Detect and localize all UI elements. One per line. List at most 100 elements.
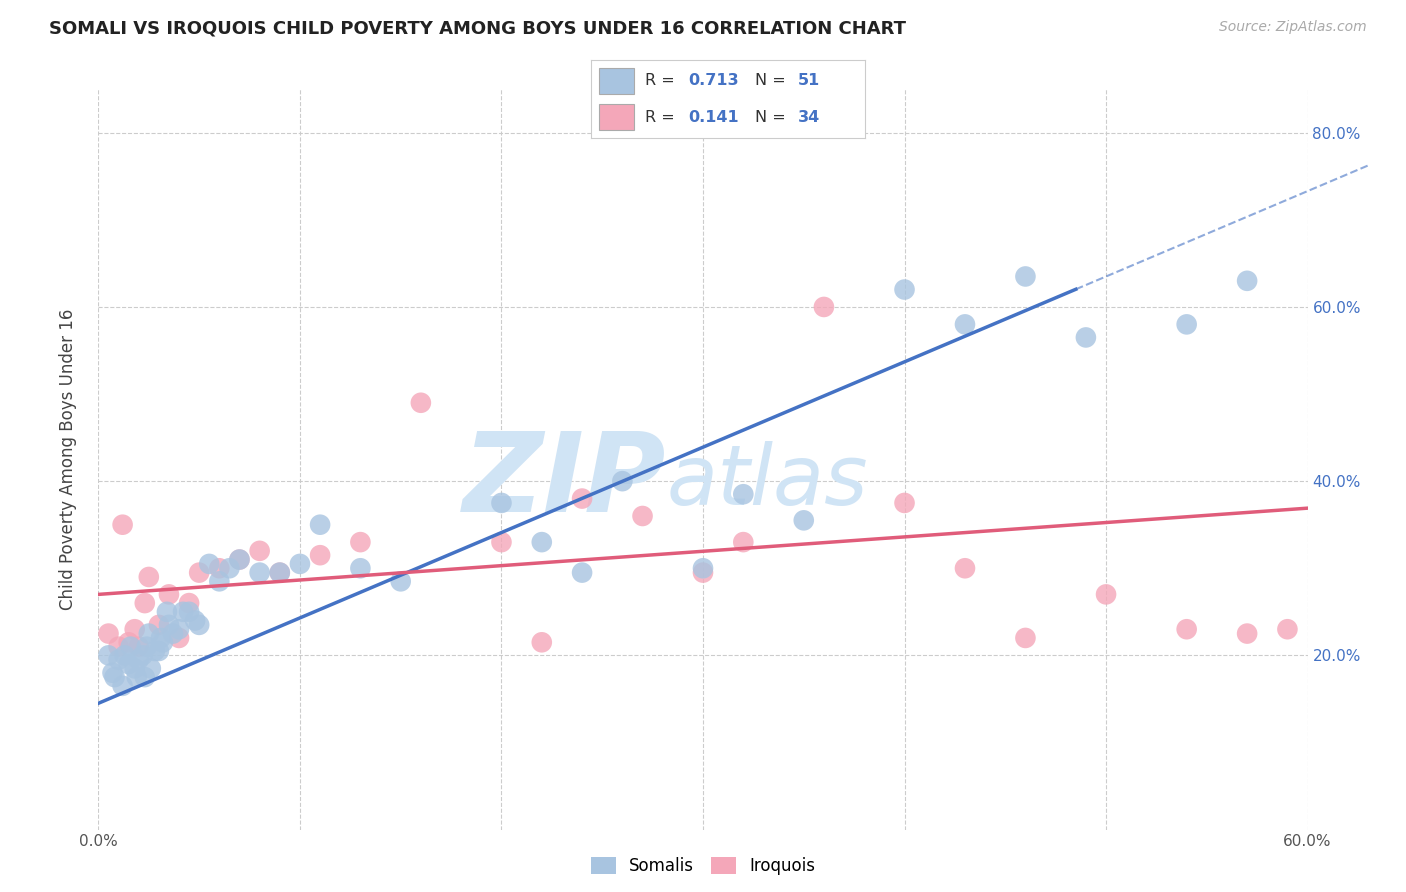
Point xyxy=(97,626,120,640)
Point xyxy=(953,318,976,332)
Point xyxy=(111,517,134,532)
Text: 0.713: 0.713 xyxy=(688,73,738,88)
Point xyxy=(269,566,291,580)
Point xyxy=(111,679,134,693)
Point xyxy=(124,661,146,675)
Point xyxy=(612,474,634,488)
Point xyxy=(733,487,755,501)
Point xyxy=(389,574,412,589)
Text: 0.141: 0.141 xyxy=(688,110,738,125)
Point xyxy=(1074,330,1097,344)
Point xyxy=(156,605,179,619)
Point xyxy=(530,635,553,649)
Point xyxy=(953,561,976,575)
Point xyxy=(1095,587,1118,601)
Text: R =: R = xyxy=(645,110,681,125)
Point xyxy=(1175,318,1198,332)
Point xyxy=(157,587,180,601)
Point xyxy=(97,648,120,663)
Bar xyxy=(599,68,634,95)
Point xyxy=(118,657,141,671)
Text: ZIP: ZIP xyxy=(463,428,666,535)
Point xyxy=(172,605,194,619)
Point xyxy=(167,631,190,645)
Point xyxy=(793,513,815,527)
Text: SOMALI VS IROQUOIS CHILD POVERTY AMONG BOYS UNDER 16 CORRELATION CHART: SOMALI VS IROQUOIS CHILD POVERTY AMONG B… xyxy=(49,20,907,37)
Point xyxy=(107,640,129,654)
Point xyxy=(409,396,432,410)
Point xyxy=(152,635,174,649)
Point xyxy=(157,618,180,632)
Point xyxy=(530,535,553,549)
Point xyxy=(149,631,172,645)
Point xyxy=(208,561,231,575)
Point xyxy=(1175,622,1198,636)
Point xyxy=(309,548,332,562)
Point xyxy=(124,622,146,636)
Point xyxy=(349,535,371,549)
Point xyxy=(631,508,654,523)
Point xyxy=(813,300,835,314)
Point xyxy=(162,626,184,640)
Point xyxy=(128,653,150,667)
Y-axis label: Child Poverty Among Boys Under 16: Child Poverty Among Boys Under 16 xyxy=(59,309,77,610)
Point xyxy=(143,644,166,658)
Point xyxy=(228,552,250,566)
Point xyxy=(491,535,513,549)
Point xyxy=(188,618,211,632)
Text: 51: 51 xyxy=(797,73,820,88)
Point xyxy=(1014,631,1036,645)
Point xyxy=(179,605,201,619)
Point xyxy=(893,496,915,510)
Point xyxy=(349,561,371,575)
Point xyxy=(101,665,124,680)
Point xyxy=(184,614,207,628)
Point xyxy=(571,491,593,506)
Point xyxy=(1014,269,1036,284)
Point xyxy=(134,596,156,610)
Point xyxy=(138,570,160,584)
Text: N =: N = xyxy=(755,73,792,88)
Point xyxy=(188,566,211,580)
Text: atlas: atlas xyxy=(666,441,869,522)
Point xyxy=(692,561,714,575)
Point xyxy=(107,653,129,667)
Bar xyxy=(599,103,634,130)
Point xyxy=(228,552,250,566)
Point xyxy=(491,496,513,510)
Point xyxy=(309,517,332,532)
Point xyxy=(134,670,156,684)
Text: R =: R = xyxy=(645,73,681,88)
Text: 34: 34 xyxy=(797,110,820,125)
Point xyxy=(218,561,240,575)
Text: N =: N = xyxy=(755,110,792,125)
Point xyxy=(571,566,593,580)
Point xyxy=(148,644,170,658)
Point xyxy=(139,661,162,675)
Point xyxy=(198,557,221,571)
Point xyxy=(125,670,148,684)
Text: Source: ZipAtlas.com: Source: ZipAtlas.com xyxy=(1219,20,1367,34)
Point xyxy=(249,544,271,558)
Point xyxy=(179,596,201,610)
Point xyxy=(132,648,155,663)
Point xyxy=(288,557,311,571)
Point xyxy=(120,640,142,654)
Point xyxy=(733,535,755,549)
Point xyxy=(167,622,190,636)
Point xyxy=(1277,622,1299,636)
Point xyxy=(249,566,271,580)
Legend: Somalis, Iroquois: Somalis, Iroquois xyxy=(583,850,823,882)
Point xyxy=(269,566,291,580)
Point xyxy=(135,640,157,654)
Point xyxy=(138,626,160,640)
Point xyxy=(1236,274,1258,288)
Point xyxy=(128,640,150,654)
Point xyxy=(148,618,170,632)
Point xyxy=(208,574,231,589)
Point xyxy=(893,283,915,297)
Point xyxy=(103,670,125,684)
Point xyxy=(1236,626,1258,640)
Point xyxy=(692,566,714,580)
Point xyxy=(114,648,136,663)
